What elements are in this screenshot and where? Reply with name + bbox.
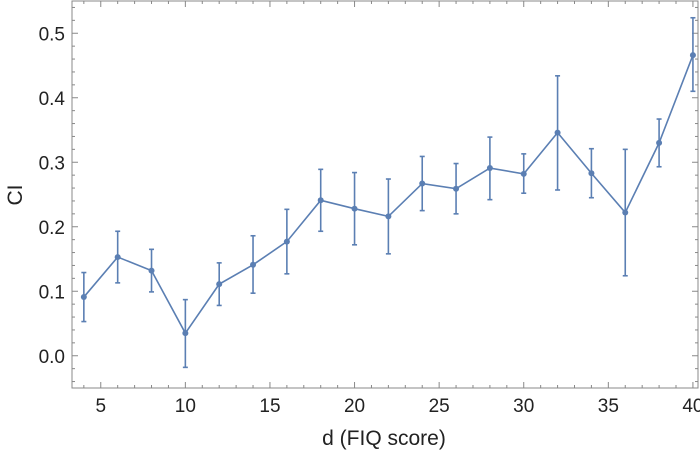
error-bars <box>81 16 696 369</box>
data-point <box>453 185 460 192</box>
x-axis-title: d (FIQ score) <box>322 427 446 450</box>
y-tick-labels: 0.0 0.1 0.2 0.3 0.4 0.5 <box>39 24 66 368</box>
x-tick-label: 35 <box>598 396 619 417</box>
x-tick-label: 10 <box>175 396 196 417</box>
plot-frame <box>71 0 699 389</box>
data-point <box>80 294 87 301</box>
data-point <box>216 281 223 288</box>
x-tick-label: 30 <box>513 396 534 417</box>
data-point <box>554 129 561 136</box>
data-point <box>114 254 121 261</box>
y-tick-label: 0.0 <box>39 347 65 368</box>
x-tick-label: 20 <box>344 396 365 417</box>
y-axis-title: CI <box>4 185 27 206</box>
data-point <box>385 213 392 220</box>
data-point <box>419 180 426 187</box>
data-point <box>656 139 663 146</box>
x-tick-label: 15 <box>259 396 280 417</box>
data-point <box>250 261 257 268</box>
x-tick-label: 25 <box>429 396 450 417</box>
data-point <box>486 165 493 172</box>
y-tick-label: 0.5 <box>39 24 65 45</box>
y-tick-label: 0.1 <box>39 282 65 303</box>
data-point <box>148 267 155 274</box>
x-tick-label: 5 <box>95 396 106 417</box>
data-point <box>182 330 189 337</box>
data-point <box>351 205 358 212</box>
series-group <box>80 52 696 337</box>
data-point <box>520 170 527 177</box>
y-tick-label: 0.2 <box>39 218 65 239</box>
data-point <box>317 197 324 204</box>
data-point <box>689 52 696 59</box>
x-tick-labels: 5 10 15 20 25 30 35 40 <box>95 396 700 417</box>
y-tick-label: 0.3 <box>39 153 65 174</box>
data-point <box>283 238 290 245</box>
data-point <box>622 209 629 216</box>
y-tick-label: 0.4 <box>39 89 66 110</box>
data-point <box>588 170 595 177</box>
axis-ticks <box>72 1 698 388</box>
x-tick-label: 40 <box>682 396 700 417</box>
